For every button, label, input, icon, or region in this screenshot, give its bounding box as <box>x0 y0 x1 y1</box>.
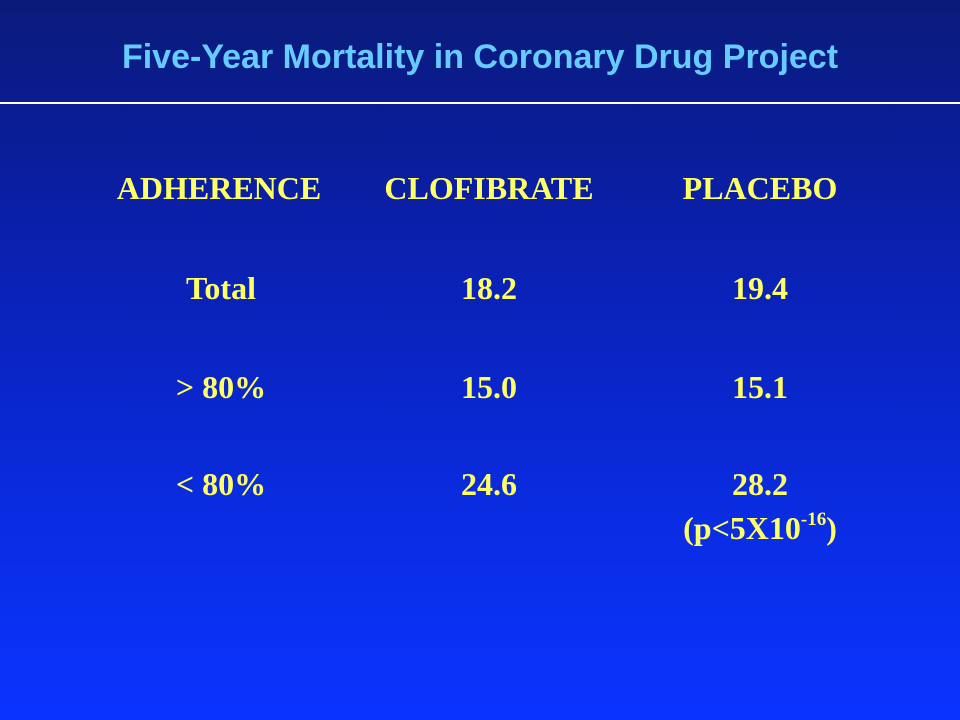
row-above80-placebo: 15.1 <box>732 369 788 405</box>
p-value-exponent: -16 <box>800 509 827 530</box>
row-total-placebo: 19.4 <box>732 270 788 306</box>
title-divider <box>0 102 960 104</box>
p-value-note: (p<5X10-16) <box>683 510 837 547</box>
header-placebo: PLACEBO <box>682 170 838 206</box>
row-below80-placebo: 28.2 <box>732 466 788 502</box>
row-below80-clofibrate: 24.6 <box>461 466 517 502</box>
row-above80-adherence: > 80% <box>175 369 267 405</box>
row-below80-adherence: < 80% <box>175 466 267 502</box>
row-total-adherence: Total <box>186 270 256 306</box>
header-clofibrate: CLOFIBRATE <box>384 170 594 206</box>
row-above80-clofibrate: 15.0 <box>461 369 517 405</box>
row-total-clofibrate: 18.2 <box>461 270 517 306</box>
p-value-prefix: (p<5X10 <box>683 510 801 546</box>
slide-title: Five-Year Mortality in Coronary Drug Pro… <box>121 38 839 76</box>
p-value-suffix: ) <box>826 510 837 546</box>
header-adherence: ADHERENCE <box>116 170 322 206</box>
